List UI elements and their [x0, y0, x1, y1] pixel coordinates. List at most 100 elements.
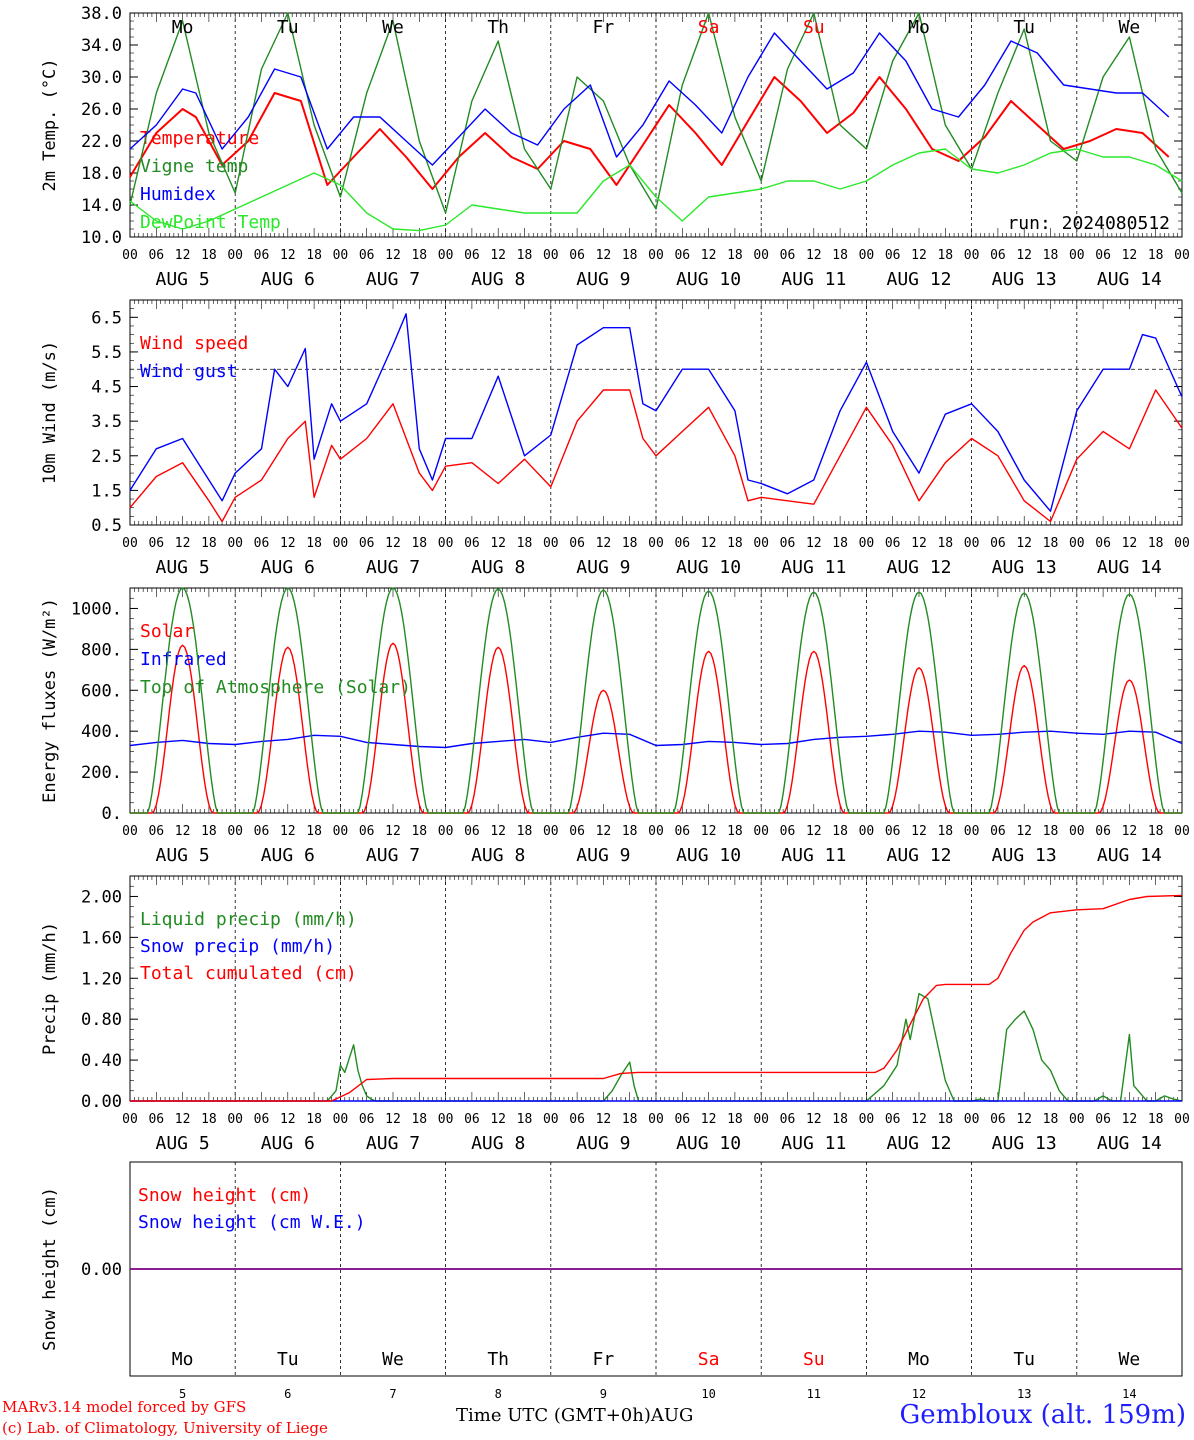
y-tick-label: 1.20 [81, 969, 122, 989]
hour-label: 00 [753, 248, 769, 263]
hour-label: 00 [1174, 1112, 1190, 1127]
hour-label: 12 [701, 824, 717, 839]
hour-label: 00 [333, 248, 349, 263]
hour-label: 12 [806, 248, 822, 263]
hour-label: 00 [543, 248, 559, 263]
date-label: AUG 11 [781, 1133, 846, 1154]
hour-label: 00 [1174, 536, 1190, 551]
hour-label: 06 [674, 824, 690, 839]
hour-label: 00 [1174, 248, 1190, 263]
weekday-label: Mo [172, 17, 194, 38]
hour-label: 18 [306, 1112, 322, 1127]
legend-entry: Snow height (cm) [138, 1185, 311, 1206]
y-tick-label: 1.5 [91, 481, 122, 501]
weekday-label: Sa [698, 17, 720, 38]
date-label: AUG 10 [676, 1133, 741, 1154]
station-name: Gembloux (alt. 159m) [899, 1400, 1186, 1430]
hour-label: 00 [964, 824, 980, 839]
panel-frame [129, 299, 1183, 526]
date-label: AUG 11 [781, 557, 846, 578]
y-tick-label: 22.0 [81, 132, 122, 152]
day-number-label: 13 [1017, 1387, 1031, 1401]
run-annotation: run: 2024080512 [1007, 213, 1170, 234]
day-number-label: 12 [912, 1387, 926, 1401]
date-label: AUG 8 [471, 557, 525, 578]
date-label: AUG 8 [471, 845, 525, 866]
hour-label: 06 [780, 1112, 796, 1127]
hour-label: 00 [227, 536, 243, 551]
date-label: AUG 13 [992, 1133, 1057, 1154]
hour-label: 12 [385, 248, 401, 263]
hour-label: 12 [1016, 824, 1032, 839]
hour-label: 12 [806, 1112, 822, 1127]
hour-label: 00 [333, 824, 349, 839]
y-tick-label: 0.00 [81, 1260, 122, 1280]
y-tick-label: 0.80 [81, 1010, 122, 1030]
hour-label: 06 [359, 536, 375, 551]
hour-label: 00 [122, 248, 138, 263]
y-tick-label: 0.40 [81, 1051, 122, 1071]
date-label: AUG 12 [886, 845, 951, 866]
y-tick-label: 18.0 [81, 164, 122, 184]
hour-label: 00 [1069, 536, 1085, 551]
hour-label: 18 [1043, 248, 1059, 263]
legend-entry: DewPoint Temp [140, 212, 281, 233]
hour-label: 00 [227, 824, 243, 839]
hour-label: 00 [543, 536, 559, 551]
weekday-label: Fr [593, 17, 615, 38]
hour-label: 12 [1016, 248, 1032, 263]
hour-label: 12 [1122, 1112, 1138, 1127]
y-tick-label: 0.00 [81, 1092, 122, 1112]
hour-label: 00 [438, 824, 454, 839]
hour-label: 00 [438, 536, 454, 551]
hour-label: 18 [832, 824, 848, 839]
legend-entry: Liquid precip (mm/h) [140, 909, 357, 930]
y-tick-label: 30.0 [81, 68, 122, 88]
y-tick-label: 10.0 [81, 228, 122, 248]
hour-label: 18 [411, 824, 427, 839]
hour-label: 18 [937, 248, 953, 263]
hour-label: 18 [201, 536, 217, 551]
date-label: AUG 7 [366, 269, 420, 290]
hour-label: 06 [254, 536, 270, 551]
hour-label: 12 [1016, 1112, 1032, 1127]
hour-label: 06 [990, 1112, 1006, 1127]
hour-label: 12 [175, 824, 191, 839]
hour-label: 18 [517, 1112, 533, 1127]
hour-label: 12 [806, 824, 822, 839]
hour-label: 12 [385, 1112, 401, 1127]
y-tick-label: 3.5 [91, 412, 122, 432]
hour-label: 18 [411, 1112, 427, 1127]
y-tick-label: 600. [81, 681, 122, 701]
time-axis-caption: Time UTC (GMT+0h)AUG [456, 1405, 694, 1426]
date-label: AUG 14 [1097, 557, 1162, 578]
hour-label: 12 [596, 824, 612, 839]
hour-label: 06 [674, 1112, 690, 1127]
series-line [129, 730, 1183, 749]
hour-label: 00 [122, 824, 138, 839]
date-label: AUG 9 [576, 1133, 630, 1154]
date-label: AUG 7 [366, 1133, 420, 1154]
weekday-label: We [382, 17, 404, 38]
date-label: AUG 9 [576, 557, 630, 578]
hour-label: 18 [1043, 536, 1059, 551]
hour-label: 06 [885, 536, 901, 551]
hour-label: 18 [1043, 1112, 1059, 1127]
hour-label: 06 [569, 824, 585, 839]
legend-entry: Wind speed [140, 333, 248, 354]
day-number-label: 11 [807, 1387, 821, 1401]
hour-label: 00 [438, 248, 454, 263]
hour-label: 12 [280, 536, 296, 551]
hour-label: 06 [885, 1112, 901, 1127]
hour-label: 18 [1148, 536, 1164, 551]
y-axis-label: 2m Temp. (°C) [40, 58, 60, 191]
hour-label: 00 [648, 824, 664, 839]
panel-1: 38.0 34.0 30.0 26.0 22.0 18.0 14.0 10.0 2m Temp.… [40, 4, 1190, 290]
hour-label: 12 [1016, 536, 1032, 551]
date-label: AUG 13 [992, 557, 1057, 578]
hour-label: 12 [911, 536, 927, 551]
hour-label: 18 [201, 248, 217, 263]
hour-label: 06 [254, 248, 270, 263]
weekday-label: Sa [698, 1349, 720, 1370]
y-tick-label: 2.00 [81, 887, 122, 907]
